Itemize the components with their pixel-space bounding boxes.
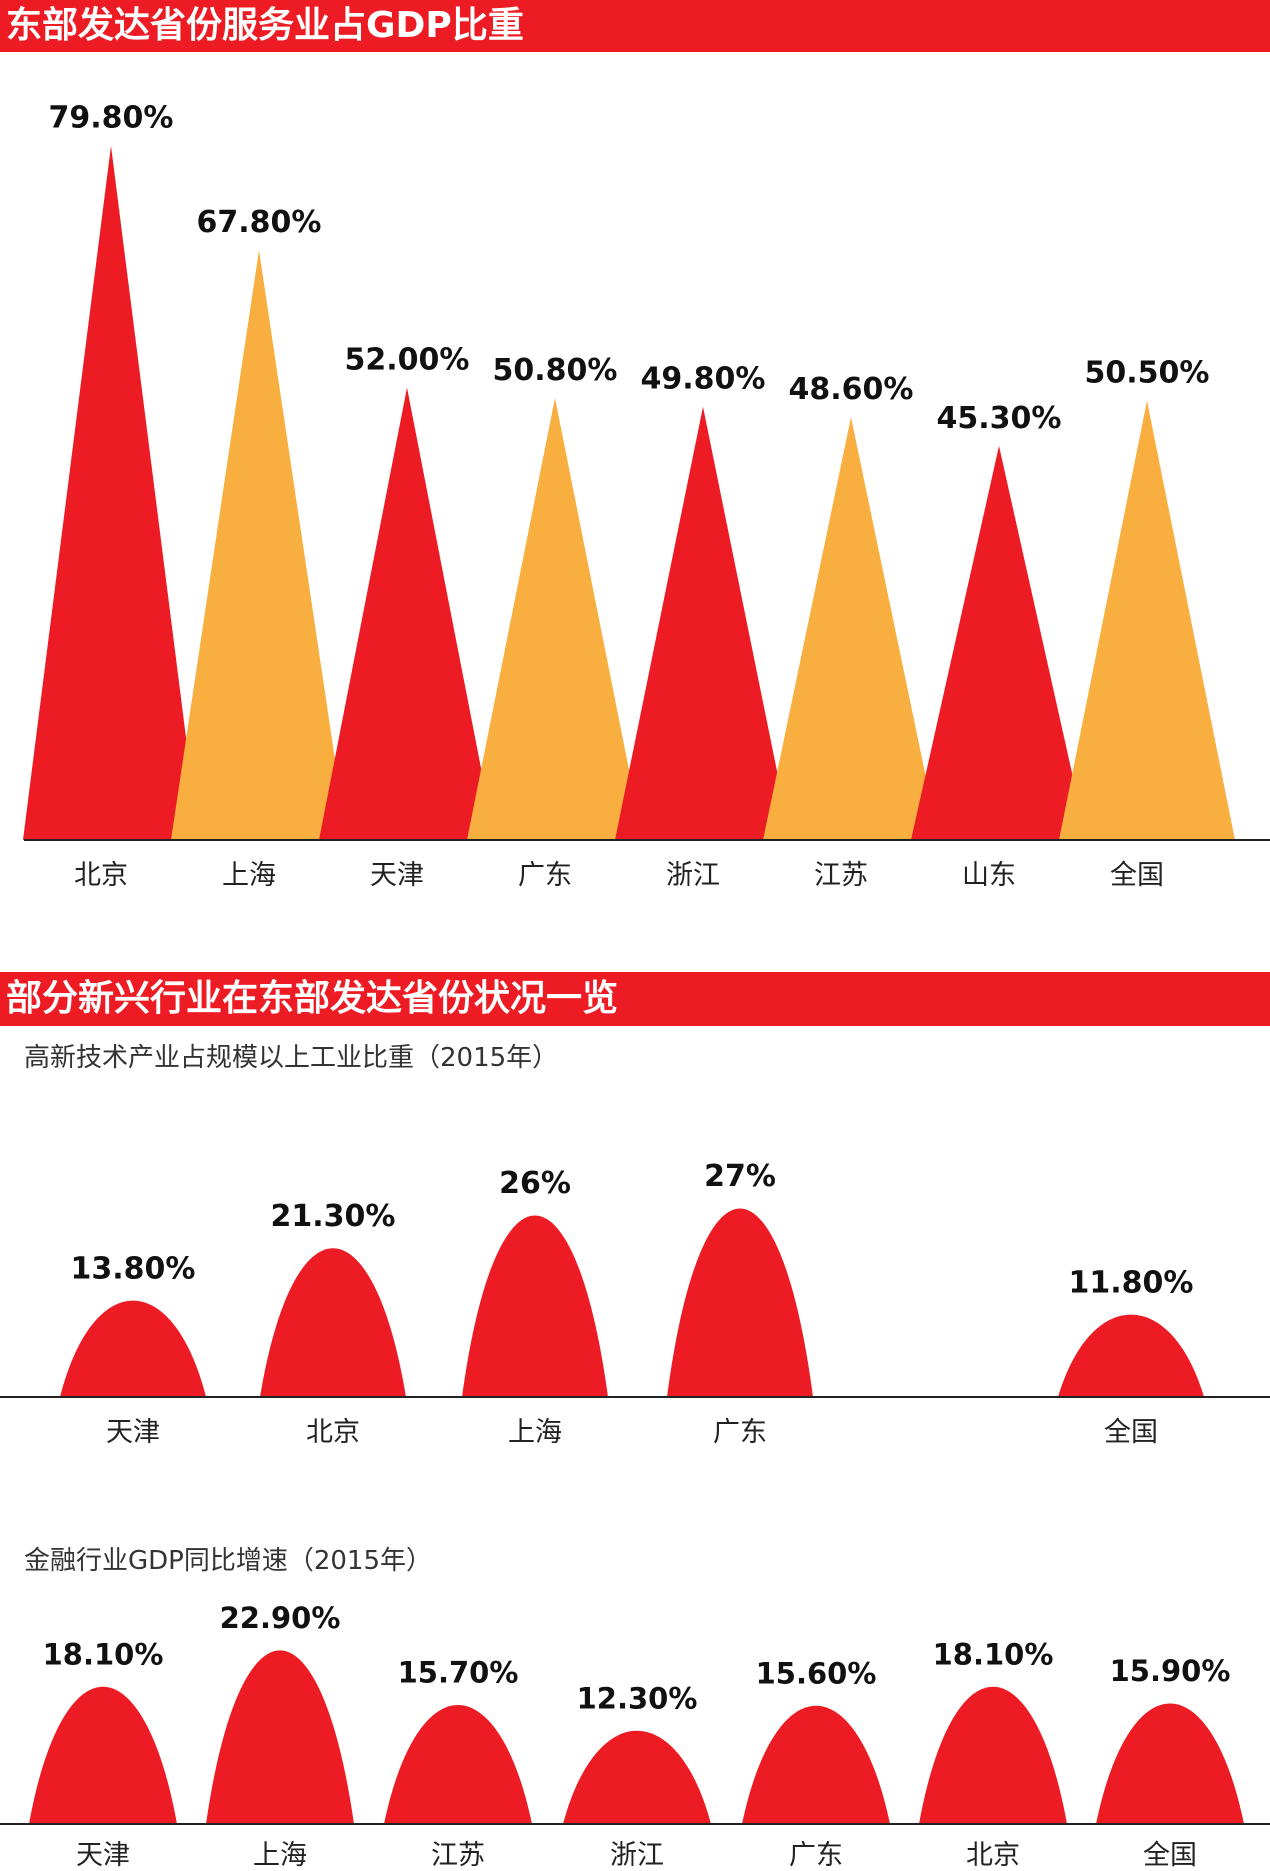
- arch-bar: [919, 1686, 1067, 1824]
- value-label: 15.70%: [398, 1656, 519, 1690]
- category-label: 北京: [966, 1840, 1020, 1871]
- value-label: 79.80%: [49, 101, 174, 136]
- arch-bar: [60, 1300, 206, 1397]
- value-label: 67.80%: [197, 205, 322, 240]
- arch-bar: [563, 1730, 711, 1824]
- value-label: 15.60%: [756, 1656, 877, 1690]
- arch-bar: [384, 1704, 532, 1824]
- section2-title: 部分新兴行业在东部发达省份状况一览: [0, 972, 1270, 1026]
- value-label: 26%: [499, 1166, 571, 1201]
- value-label: 13.80%: [71, 1251, 196, 1286]
- category-label: 全国: [1104, 1417, 1158, 1448]
- category-label: 广东: [518, 860, 572, 891]
- triangle-bar: [23, 145, 199, 841]
- category-label: 浙江: [610, 1840, 664, 1871]
- category-label: 上海: [222, 860, 276, 891]
- arch-bar: [462, 1215, 608, 1397]
- category-label: 天津: [76, 1840, 130, 1871]
- value-label: 22.90%: [220, 1601, 341, 1635]
- category-label: 江苏: [814, 860, 868, 891]
- category-label: 上海: [508, 1417, 562, 1448]
- chart1-title: 东部发达省份服务业占GDP比重: [0, 0, 1270, 52]
- value-label: 15.90%: [1110, 1654, 1231, 1688]
- category-label: 山东: [962, 860, 1016, 891]
- value-label: 50.80%: [493, 353, 618, 388]
- category-label: 天津: [106, 1417, 160, 1448]
- finance-subtitle: 金融行业GDP同比增速（2015年）: [24, 1546, 433, 1576]
- hightech-subtitle: 高新技术产业占规模以上工业比重（2015年）: [24, 1043, 559, 1073]
- category-label: 北京: [306, 1417, 360, 1448]
- category-label: 广东: [789, 1840, 843, 1871]
- category-label: 广东: [713, 1417, 767, 1448]
- value-label: 12.30%: [577, 1682, 698, 1716]
- category-label: 江苏: [431, 1840, 485, 1871]
- category-label: 全国: [1110, 860, 1164, 891]
- value-label: 11.80%: [1069, 1265, 1194, 1300]
- arch-bar: [1096, 1703, 1244, 1824]
- triangle-bar: [319, 387, 495, 840]
- triangle-bar: [1059, 400, 1235, 840]
- hightech-share-chart: 13.80% 天津 21.30% 北京 26% 上海 27% 广东 11.80% 全国: [0, 1159, 1270, 1448]
- value-label: 49.80%: [641, 362, 766, 397]
- value-label: 52.00%: [345, 343, 470, 378]
- value-label: 21.30%: [271, 1199, 396, 1234]
- value-label: 48.60%: [789, 372, 914, 407]
- value-label: 45.30%: [937, 401, 1062, 436]
- category-label: 浙江: [666, 860, 720, 891]
- service-share-chart: 79.80% 北京 67.80% 上海 52.00% 天津 50.80% 广东 49.80% 浙江…: [23, 101, 1270, 891]
- triangle-bar: [763, 417, 939, 840]
- arch-bar: [667, 1208, 813, 1397]
- value-label: 27%: [704, 1159, 776, 1194]
- arch-bar: [260, 1248, 406, 1397]
- triangle-bar: [467, 398, 643, 840]
- value-label: 50.50%: [1085, 356, 1210, 391]
- value-label: 18.10%: [43, 1637, 164, 1671]
- value-label: 18.10%: [933, 1637, 1054, 1671]
- arch-bar: [1058, 1314, 1204, 1397]
- category-label: 北京: [74, 860, 128, 891]
- category-label: 天津: [370, 860, 424, 891]
- arch-bar: [206, 1650, 354, 1824]
- triangle-bar: [615, 406, 791, 840]
- triangle-bar: [911, 445, 1087, 840]
- arch-bar: [29, 1686, 177, 1824]
- arch-bar: [742, 1705, 890, 1824]
- finance-growth-chart: 18.10% 天津 22.90% 上海 15.70% 江苏 12.30% 浙江 15.60% 广东…: [0, 1601, 1270, 1871]
- category-label: 上海: [253, 1840, 307, 1871]
- triangle-bar: [171, 250, 347, 840]
- category-label: 全国: [1143, 1840, 1197, 1871]
